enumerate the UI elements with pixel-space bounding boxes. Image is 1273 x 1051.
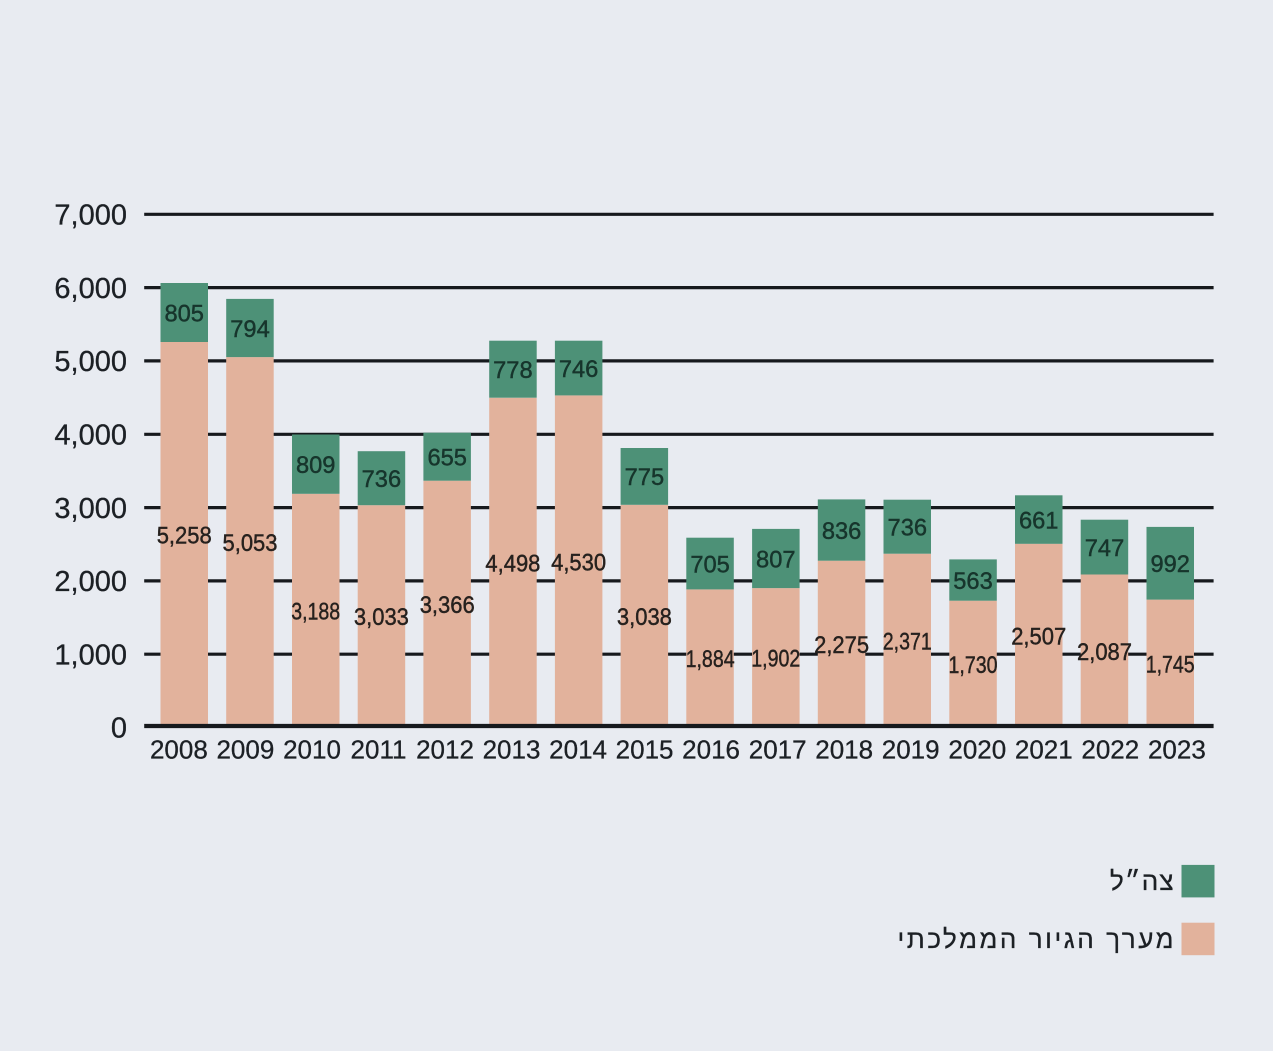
svg-text:2017: 2017	[749, 735, 807, 765]
svg-text:1,884: 1,884	[686, 646, 735, 673]
svg-text:4,000: 4,000	[54, 420, 127, 452]
svg-text:5,053: 5,053	[223, 530, 278, 557]
svg-text:1,902: 1,902	[751, 646, 800, 673]
svg-text:736: 736	[362, 466, 402, 493]
svg-text:1,730: 1,730	[949, 652, 998, 679]
svg-text:2012: 2012	[416, 735, 474, 765]
svg-text:2015: 2015	[616, 735, 674, 765]
svg-text:2,507: 2,507	[1011, 623, 1066, 650]
svg-text:778: 778	[493, 357, 533, 384]
svg-text:747: 747	[1085, 535, 1125, 562]
svg-text:2009: 2009	[216, 735, 274, 765]
svg-text:2,371: 2,371	[883, 628, 932, 655]
svg-text:992: 992	[1150, 551, 1190, 578]
svg-text:7,000: 7,000	[54, 200, 127, 232]
svg-text:2008: 2008	[150, 735, 208, 765]
svg-text:2011: 2011	[351, 735, 407, 765]
svg-text:775: 775	[625, 464, 665, 491]
svg-text:3,188: 3,188	[291, 598, 340, 625]
svg-text:2014: 2014	[549, 735, 607, 765]
svg-text:2,275: 2,275	[814, 632, 869, 659]
svg-text:836: 836	[822, 518, 862, 545]
svg-text:5,258: 5,258	[157, 523, 212, 550]
svg-text:3,366: 3,366	[420, 592, 475, 619]
svg-text:809: 809	[296, 452, 336, 479]
svg-text:2016: 2016	[682, 735, 740, 765]
svg-text:1,000: 1,000	[54, 639, 127, 671]
svg-text:794: 794	[230, 316, 270, 343]
svg-text:2,000: 2,000	[54, 566, 127, 598]
svg-text:2013: 2013	[483, 735, 541, 765]
svg-text:2,087: 2,087	[1077, 639, 1132, 666]
svg-text:0: 0	[111, 713, 127, 745]
svg-text:3,038: 3,038	[617, 604, 672, 631]
svg-text:746: 746	[559, 356, 599, 383]
svg-text:2022: 2022	[1081, 735, 1139, 765]
svg-text:2023: 2023	[1148, 735, 1206, 765]
svg-text:מערך הגיור הממלכתי: מערך הגיור הממלכתי	[898, 924, 1174, 954]
svg-text:805: 805	[164, 300, 204, 327]
svg-text:6,000: 6,000	[54, 273, 127, 305]
svg-text:3,000: 3,000	[54, 493, 127, 525]
svg-text:705: 705	[690, 551, 730, 578]
svg-text:2018: 2018	[815, 735, 873, 765]
svg-text:2019: 2019	[882, 735, 940, 765]
svg-text:3,033: 3,033	[354, 604, 409, 631]
svg-text:2010: 2010	[283, 735, 341, 765]
svg-text:807: 807	[756, 546, 796, 573]
svg-text:661: 661	[1019, 507, 1059, 534]
svg-text:563: 563	[953, 568, 993, 595]
svg-text:2020: 2020	[948, 735, 1006, 765]
svg-text:4,498: 4,498	[485, 550, 540, 577]
svg-text:2021: 2021	[1015, 735, 1073, 765]
svg-text:4,530: 4,530	[551, 549, 606, 576]
svg-text:צה״ל: צה״ל	[1110, 866, 1174, 896]
svg-text:655: 655	[427, 445, 467, 472]
svg-text:736: 736	[888, 515, 928, 542]
svg-text:5,000: 5,000	[54, 346, 127, 378]
svg-text:1,745: 1,745	[1146, 651, 1195, 678]
